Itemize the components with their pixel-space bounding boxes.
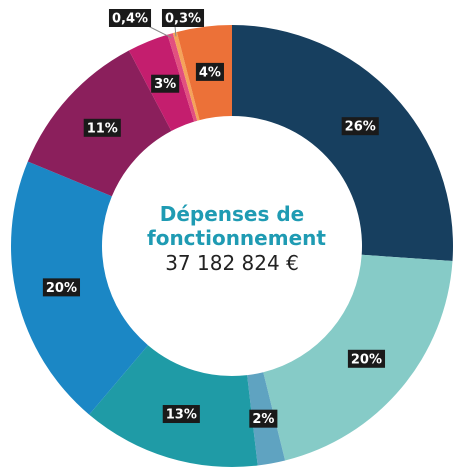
leader-line bbox=[174, 25, 177, 37]
label-box bbox=[83, 118, 121, 137]
data-label: 20% bbox=[351, 352, 382, 367]
donut-slice bbox=[232, 25, 454, 261]
label-box bbox=[341, 117, 379, 136]
label-box bbox=[162, 405, 200, 424]
label-box bbox=[42, 278, 81, 297]
center-text: Dépenses de fonctionnement 37 182 824 € bbox=[132, 202, 332, 276]
donut-slice bbox=[172, 31, 200, 121]
chart-subtitle: 37 182 824 € bbox=[165, 251, 299, 275]
data-label: 13% bbox=[166, 408, 197, 423]
leader-line bbox=[147, 25, 172, 39]
label-box bbox=[108, 9, 152, 27]
data-label: 0,3% bbox=[165, 12, 201, 27]
data-label: 20% bbox=[46, 281, 77, 296]
data-label: 4% bbox=[199, 65, 221, 80]
data-label: 0,4% bbox=[112, 12, 148, 27]
donut-slice bbox=[167, 33, 198, 122]
label-box bbox=[161, 9, 205, 27]
data-label: 2% bbox=[252, 412, 274, 427]
label-box bbox=[249, 409, 278, 428]
data-label: 3% bbox=[154, 77, 176, 92]
data-label: 26% bbox=[345, 120, 376, 135]
chart-title: Dépenses de fonctionnement bbox=[147, 202, 326, 250]
label-box bbox=[195, 62, 224, 81]
label-box bbox=[151, 74, 180, 93]
label-box bbox=[347, 349, 386, 368]
data-label: 11% bbox=[87, 121, 118, 136]
